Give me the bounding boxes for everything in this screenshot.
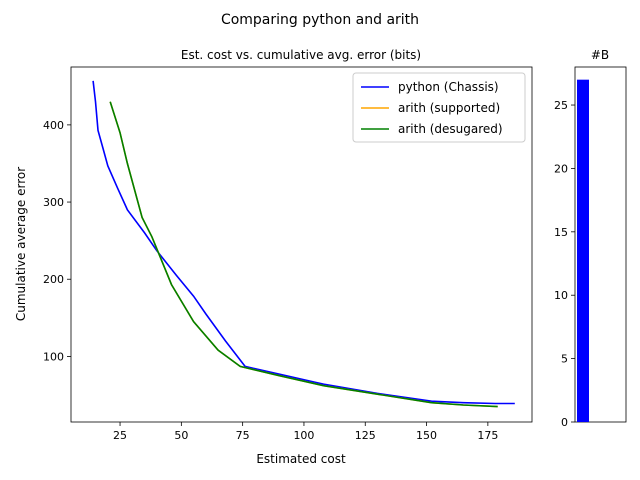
side-y-tick-label: 10	[554, 289, 568, 302]
main-chart: Est. cost vs. cumulative avg. error (bit…	[14, 48, 533, 466]
main-chart-title: Est. cost vs. cumulative avg. error (bit…	[181, 48, 421, 62]
series-line-2	[109, 101, 498, 408]
x-tick-label: 75	[236, 429, 250, 442]
series-line-1	[109, 101, 498, 408]
side-y-ticks: 0 5 10 15 20 25	[554, 99, 575, 429]
legend-label-1: arith (supported)	[398, 101, 500, 115]
x-tick-label: 25	[113, 429, 127, 442]
x-tick-label: 125	[355, 429, 376, 442]
main-plot-frame	[70, 66, 533, 423]
legend-label-2: arith (desugared)	[398, 122, 503, 136]
side-y-tick-label: 5	[561, 353, 568, 366]
side-plot-frame	[574, 66, 627, 423]
x-tick-label: 175	[477, 429, 498, 442]
y-tick-label: 400	[43, 119, 64, 132]
legend: python (Chassis) arith (supported) arith (…	[352, 72, 526, 143]
x-tick-label: 50	[174, 429, 188, 442]
side-y-tick-label: 0	[561, 416, 568, 429]
figure-suptitle: Comparing python and arith	[221, 12, 419, 28]
x-tick-label: 100	[293, 429, 314, 442]
series-line-0	[92, 80, 515, 405]
main-x-label: Estimated cost	[256, 452, 346, 466]
side-y-tick-label: 25	[554, 99, 568, 112]
side-y-tick-label: 20	[554, 162, 568, 175]
main-y-label: Cumulative average error	[14, 167, 28, 321]
side-bars	[577, 79, 589, 422]
legend-box	[352, 72, 526, 143]
legend-label-0: python (Chassis)	[398, 80, 499, 94]
y-tick-label: 200	[43, 273, 64, 286]
side-chart: #B 0 5 10 15 20 25	[554, 48, 627, 429]
main-lines	[92, 80, 515, 408]
side-y-tick-label: 15	[554, 226, 568, 239]
y-tick-label: 300	[43, 196, 64, 209]
main-y-ticks: 100 200 300 400	[43, 119, 71, 363]
main-x-ticks: 25 50 75 100 125 150 175	[113, 422, 498, 442]
side-bar-0	[577, 79, 589, 422]
legend-items: python (Chassis) arith (supported) arith (…	[361, 80, 503, 136]
side-chart-title: #B	[591, 48, 609, 62]
x-tick-label: 150	[416, 429, 437, 442]
y-tick-label: 100	[43, 350, 64, 363]
